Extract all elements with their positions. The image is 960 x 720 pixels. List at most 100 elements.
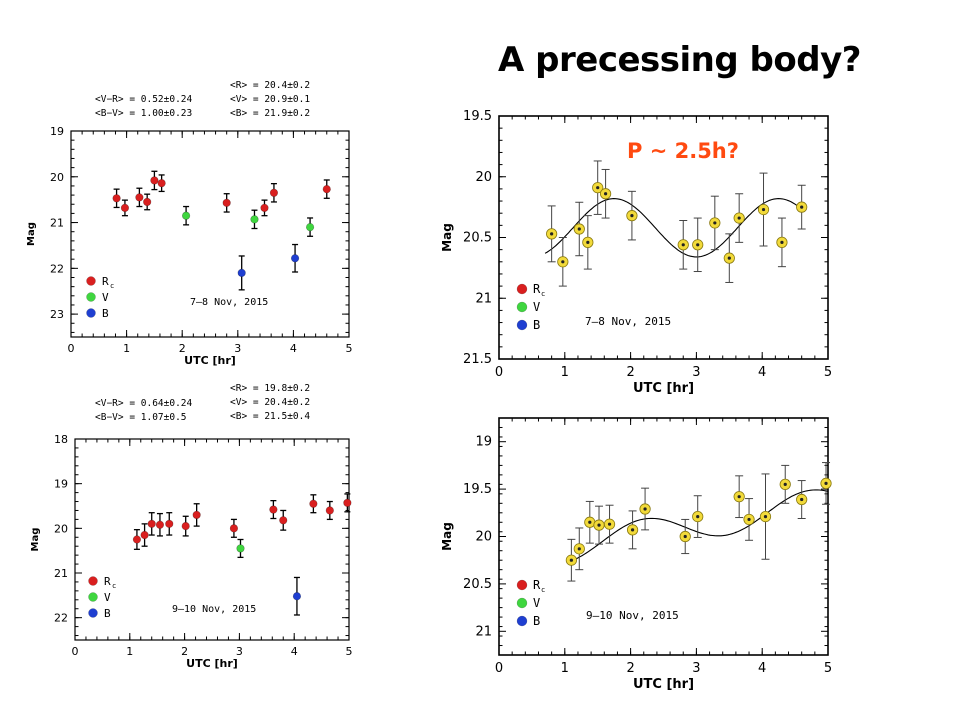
legend-subscript: c bbox=[541, 586, 545, 594]
data-point-center bbox=[603, 192, 608, 196]
data-point-r bbox=[309, 499, 318, 508]
legend-label: V bbox=[533, 596, 540, 610]
data-point-r bbox=[279, 516, 288, 525]
legend-marker bbox=[516, 579, 528, 591]
data-point-center bbox=[727, 256, 731, 260]
data-point-r bbox=[157, 179, 166, 188]
data-point-center bbox=[763, 514, 768, 519]
data-point-center bbox=[597, 523, 601, 527]
x-tick-label: 0 bbox=[495, 365, 503, 380]
info-line: <B−V> = 1.00±0.23 bbox=[95, 108, 193, 119]
x-tick-label: 0 bbox=[495, 661, 503, 676]
data-point-r bbox=[260, 203, 269, 213]
x-tick-label: 3 bbox=[692, 661, 700, 676]
legend-marker bbox=[86, 308, 96, 318]
info-line: <V> = 20.4±0.2 bbox=[230, 397, 311, 408]
data-point-center bbox=[588, 520, 592, 524]
x-tick-label: 1 bbox=[126, 645, 133, 658]
legend-marker bbox=[88, 592, 98, 602]
data-point-center bbox=[696, 243, 700, 247]
data-point-center bbox=[596, 186, 600, 190]
data-point-center bbox=[630, 214, 634, 218]
data-point-r bbox=[325, 506, 334, 515]
y-tick-label: 20 bbox=[54, 522, 68, 535]
legend-marker bbox=[86, 276, 96, 286]
chart-panel-1 bbox=[70, 130, 350, 338]
data-point-r bbox=[343, 498, 352, 507]
date-label: 9–10 Nov, 2015 bbox=[172, 604, 256, 615]
y-axis-label: Mag bbox=[440, 522, 454, 551]
info-line: <B> = 21.5±0.4 bbox=[230, 411, 311, 422]
x-tick-label: 2 bbox=[626, 365, 634, 380]
y-tick-label: 19 bbox=[475, 435, 492, 450]
legend-subscript: c bbox=[541, 290, 545, 298]
info-line: <V−R> = 0.64±0.24 bbox=[95, 398, 193, 409]
data-point-center bbox=[550, 232, 554, 236]
data-point-center bbox=[577, 547, 581, 551]
data-point-r bbox=[135, 193, 144, 202]
info-line: <V−R> = 0.52±0.24 bbox=[95, 94, 193, 105]
data-point-r bbox=[155, 520, 165, 529]
legend-label: V bbox=[104, 591, 111, 604]
x-axis-label: UTC [hr] bbox=[633, 381, 694, 396]
x-tick-label: 2 bbox=[626, 661, 634, 676]
data-point-r bbox=[222, 198, 231, 207]
period-annotation: P ~ 2.5h? bbox=[627, 139, 739, 163]
x-tick-label: 1 bbox=[123, 342, 130, 355]
x-tick-label: 3 bbox=[692, 365, 700, 380]
data-point-r bbox=[229, 524, 239, 533]
data-point-center bbox=[800, 497, 804, 502]
chart-panel-4 bbox=[498, 417, 832, 656]
data-point-center bbox=[737, 495, 741, 499]
y-tick-label: 21.5 bbox=[463, 352, 492, 367]
data-point-center bbox=[800, 205, 804, 209]
x-tick-label: 0 bbox=[68, 342, 75, 355]
x-tick-label: 4 bbox=[290, 342, 297, 355]
data-point-v bbox=[250, 215, 259, 224]
data-point-b bbox=[292, 592, 302, 601]
color-index-info-nov9: <V−R> = 0.64±0.24 <B−V> = 1.07±0.5 bbox=[95, 397, 192, 425]
info-line: <R> = 20.4±0.2 bbox=[230, 80, 311, 91]
x-tick-label: 2 bbox=[179, 342, 186, 355]
data-point-r bbox=[269, 505, 278, 514]
date-label: 7–8 Nov, 2015 bbox=[190, 297, 268, 308]
y-axis-label: Mag bbox=[30, 528, 41, 552]
y-tick-label: 19 bbox=[54, 478, 68, 491]
legend-label: R bbox=[533, 282, 541, 296]
data-point-r bbox=[143, 197, 152, 207]
x-tick-label: 0 bbox=[72, 645, 79, 658]
data-point-r bbox=[181, 521, 190, 531]
x-tick-label: 4 bbox=[291, 645, 298, 658]
plot-frame bbox=[74, 438, 350, 641]
data-point-r bbox=[132, 535, 142, 544]
y-tick-label: 20.5 bbox=[463, 231, 492, 246]
legend-marker bbox=[516, 301, 528, 313]
data-point-center bbox=[630, 528, 635, 532]
legend-label: V bbox=[102, 291, 109, 304]
data-point-r bbox=[147, 519, 156, 528]
y-tick-label: 21 bbox=[475, 291, 492, 306]
y-tick-label: 22 bbox=[50, 262, 64, 275]
y-tick-label: 19 bbox=[50, 125, 64, 138]
data-point-r bbox=[140, 530, 149, 540]
x-axis-label: UTC [hr] bbox=[633, 677, 694, 692]
legend-marker bbox=[86, 292, 96, 302]
legend-label: R bbox=[533, 578, 541, 592]
data-point-center bbox=[713, 221, 717, 225]
legend-marker bbox=[516, 615, 528, 627]
data-point-center bbox=[577, 227, 581, 231]
data-point-center bbox=[783, 482, 787, 486]
data-point-center bbox=[747, 517, 751, 522]
legend-label: B bbox=[533, 318, 540, 332]
x-tick-label: 4 bbox=[758, 365, 766, 380]
legend-marker bbox=[88, 608, 98, 618]
legend-label: R bbox=[104, 575, 111, 588]
y-tick-label: 22 bbox=[54, 612, 68, 625]
data-point-center bbox=[780, 240, 784, 244]
y-tick-label: 23 bbox=[50, 308, 64, 321]
date-label: 7–8 Nov, 2015 bbox=[585, 315, 671, 328]
data-point-b bbox=[290, 254, 300, 263]
data-point-center bbox=[683, 534, 687, 539]
info-line: <V> = 20.9±0.1 bbox=[230, 94, 311, 105]
data-point-center bbox=[696, 514, 700, 519]
